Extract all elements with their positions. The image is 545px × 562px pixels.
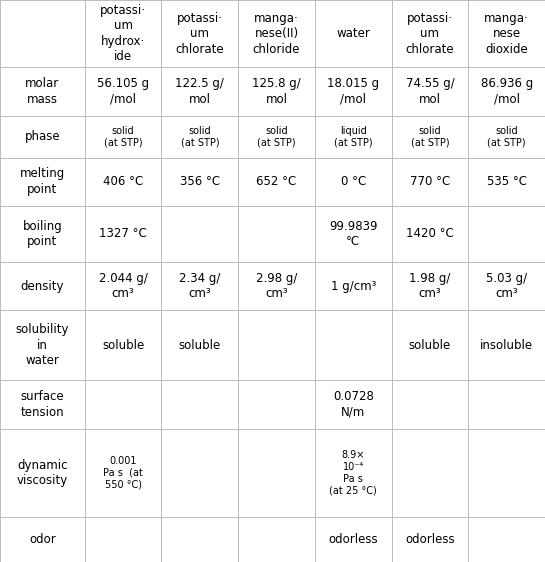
Text: density: density: [21, 280, 64, 293]
Text: melting
point: melting point: [20, 167, 65, 196]
Text: soluble: soluble: [102, 339, 144, 352]
Text: liquid
(at STP): liquid (at STP): [334, 125, 373, 148]
Text: soluble: soluble: [409, 339, 451, 352]
Text: 2.044 g/
cm³: 2.044 g/ cm³: [99, 272, 148, 300]
Text: 122.5 g/
mol: 122.5 g/ mol: [175, 77, 225, 106]
Text: boiling
point: boiling point: [22, 220, 62, 248]
Text: solid
(at STP): solid (at STP): [410, 125, 449, 148]
Text: 8.9×
10⁻⁴
Pa s
(at 25 °C): 8.9× 10⁻⁴ Pa s (at 25 °C): [329, 450, 377, 496]
Text: solid
(at STP): solid (at STP): [104, 125, 142, 148]
Text: 125.8 g/
mol: 125.8 g/ mol: [252, 77, 301, 106]
Text: surface
tension: surface tension: [21, 390, 64, 419]
Text: water: water: [336, 27, 370, 40]
Text: manga·
nese(II)
chloride: manga· nese(II) chloride: [253, 12, 300, 56]
Text: 0.001
Pa s  (at
550 °C): 0.001 Pa s (at 550 °C): [103, 456, 143, 490]
Text: 2.34 g/
cm³: 2.34 g/ cm³: [179, 272, 221, 300]
Text: solubility
in
water: solubility in water: [16, 323, 69, 368]
Text: insoluble: insoluble: [480, 339, 533, 352]
Text: 2.98 g/
cm³: 2.98 g/ cm³: [256, 272, 297, 300]
Text: 356 °C: 356 °C: [180, 175, 220, 188]
Text: 1420 °C: 1420 °C: [406, 228, 454, 241]
Text: 652 °C: 652 °C: [256, 175, 296, 188]
Text: 535 °C: 535 °C: [487, 175, 526, 188]
Text: 5.03 g/
cm³: 5.03 g/ cm³: [486, 272, 527, 300]
Text: 56.105 g
/mol: 56.105 g /mol: [97, 77, 149, 106]
Text: odor: odor: [29, 533, 56, 546]
Text: 99.9839
°C: 99.9839 °C: [329, 220, 378, 248]
Text: 770 °C: 770 °C: [410, 175, 450, 188]
Text: 0.0728
N/m: 0.0728 N/m: [333, 390, 374, 419]
Text: potassi·
um
hydrox·
ide: potassi· um hydrox· ide: [100, 4, 146, 64]
Text: 86.936 g
/mol: 86.936 g /mol: [481, 77, 533, 106]
Text: solid
(at STP): solid (at STP): [257, 125, 296, 148]
Text: potassi·
um
chlorate: potassi· um chlorate: [175, 12, 224, 56]
Text: dynamic
viscosity: dynamic viscosity: [17, 459, 68, 487]
Text: 1.98 g/
cm³: 1.98 g/ cm³: [409, 272, 451, 300]
Text: potassi·
um
chlorate: potassi· um chlorate: [405, 12, 454, 56]
Text: 18.015 g
/mol: 18.015 g /mol: [327, 77, 379, 106]
Text: soluble: soluble: [179, 339, 221, 352]
Text: solid
(at STP): solid (at STP): [487, 125, 526, 148]
Text: solid
(at STP): solid (at STP): [180, 125, 219, 148]
Text: manga·
nese
dioxide: manga· nese dioxide: [485, 12, 529, 56]
Text: odorless: odorless: [405, 533, 455, 546]
Text: 0 °C: 0 °C: [341, 175, 366, 188]
Text: 406 °C: 406 °C: [103, 175, 143, 188]
Text: 74.55 g/
mol: 74.55 g/ mol: [405, 77, 455, 106]
Text: odorless: odorless: [329, 533, 378, 546]
Text: 1327 °C: 1327 °C: [99, 228, 147, 241]
Text: 1 g/cm³: 1 g/cm³: [331, 280, 376, 293]
Text: phase: phase: [25, 130, 60, 143]
Text: molar
mass: molar mass: [25, 77, 59, 106]
